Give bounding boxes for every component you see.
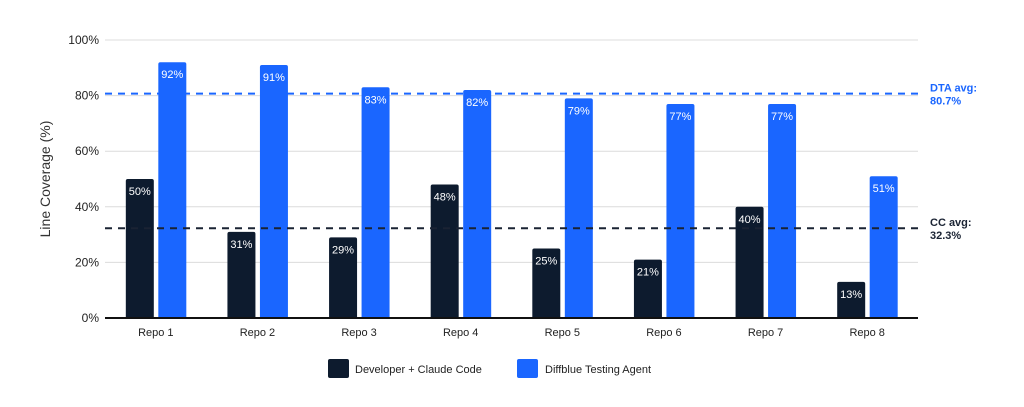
- bar-developer-claude-code: [430, 184, 459, 318]
- bar-developer-claude-code: [329, 237, 358, 318]
- data-label: 48%: [434, 192, 456, 204]
- data-label: 82%: [466, 97, 488, 109]
- y-tick-label: 80%: [75, 89, 99, 103]
- x-tick-label: Repo 1: [138, 327, 173, 339]
- average-label: CC avg:: [930, 217, 972, 229]
- average-value: 32.3%: [930, 230, 961, 242]
- bar-developer-claude-code: [125, 179, 154, 318]
- bar-diffblue-testing-agent: [564, 98, 593, 318]
- x-tick-label: Repo 6: [646, 327, 681, 339]
- bar-diffblue-testing-agent: [259, 65, 288, 319]
- legend-label-diffblue-testing-agent: Diffblue Testing Agent: [545, 364, 651, 376]
- average-label: DTA avg:: [930, 83, 977, 95]
- data-label: 31%: [230, 239, 252, 251]
- x-tick-label: Repo 2: [240, 327, 275, 339]
- data-label: 77%: [771, 111, 793, 123]
- legend: Developer + Claude Code Diffblue Testing…: [328, 359, 651, 378]
- data-label: 29%: [332, 244, 354, 256]
- y-tick-label: 40%: [75, 200, 99, 214]
- data-label: 51%: [873, 183, 895, 195]
- x-axis-ticks: Repo 1 Repo 2 Repo 3 Repo 4 Repo 5 Repo 6 Repo…: [138, 327, 885, 339]
- bar-developer-claude-code: [837, 281, 866, 318]
- y-tick-label: 20%: [75, 255, 99, 269]
- bar-diffblue-testing-agent: [666, 103, 695, 318]
- data-label: 77%: [669, 111, 691, 123]
- average-value: 80.7%: [930, 96, 961, 108]
- bar-developer-claude-code: [532, 248, 561, 318]
- bar-diffblue-testing-agent: [768, 103, 797, 318]
- y-tick-label: 60%: [75, 144, 99, 158]
- bar-diffblue-testing-agent: [869, 176, 898, 318]
- data-label: 83%: [365, 94, 387, 106]
- data-label: 40%: [739, 214, 761, 226]
- x-tick-label: Repo 8: [849, 327, 884, 339]
- x-tick-label: Repo 5: [545, 327, 580, 339]
- data-label: 21%: [637, 267, 659, 279]
- y-tick-label: 100%: [68, 33, 99, 47]
- y-tick-label: 0%: [82, 311, 100, 325]
- bars: 50% 92% 31% 91% 29% 83% 48% 82% 25% 79% 21% 77% 40% 7…: [125, 62, 898, 319]
- data-label: 25%: [535, 256, 557, 268]
- legend-swatch-developer-claude-code: [328, 359, 349, 378]
- data-label: 13%: [840, 289, 862, 301]
- y-axis-ticks: 0% 20% 40% 60% 80% 100%: [68, 33, 99, 325]
- data-label: 92%: [161, 69, 183, 81]
- data-label: 50%: [129, 186, 151, 198]
- x-tick-label: Repo 4: [443, 327, 478, 339]
- data-label: 79%: [568, 105, 590, 117]
- reference-lines: DTA avg:80.7% CC avg:32.3%: [105, 83, 977, 242]
- x-tick-label: Repo 7: [748, 327, 783, 339]
- bar-diffblue-testing-agent: [361, 87, 390, 318]
- y-axis-label: Line Coverage (%): [37, 121, 53, 238]
- bar-diffblue-testing-agent: [158, 62, 187, 319]
- legend-label-developer-claude-code: Developer + Claude Code: [355, 364, 482, 376]
- bar-diffblue-testing-agent: [463, 90, 492, 318]
- x-tick-label: Repo 3: [341, 327, 376, 339]
- bar-developer-claude-code: [633, 259, 662, 318]
- bar-developer-claude-code: [735, 206, 764, 318]
- bar-developer-claude-code: [227, 231, 256, 318]
- data-label: 91%: [263, 72, 285, 84]
- legend-swatch-diffblue-testing-agent: [517, 359, 538, 378]
